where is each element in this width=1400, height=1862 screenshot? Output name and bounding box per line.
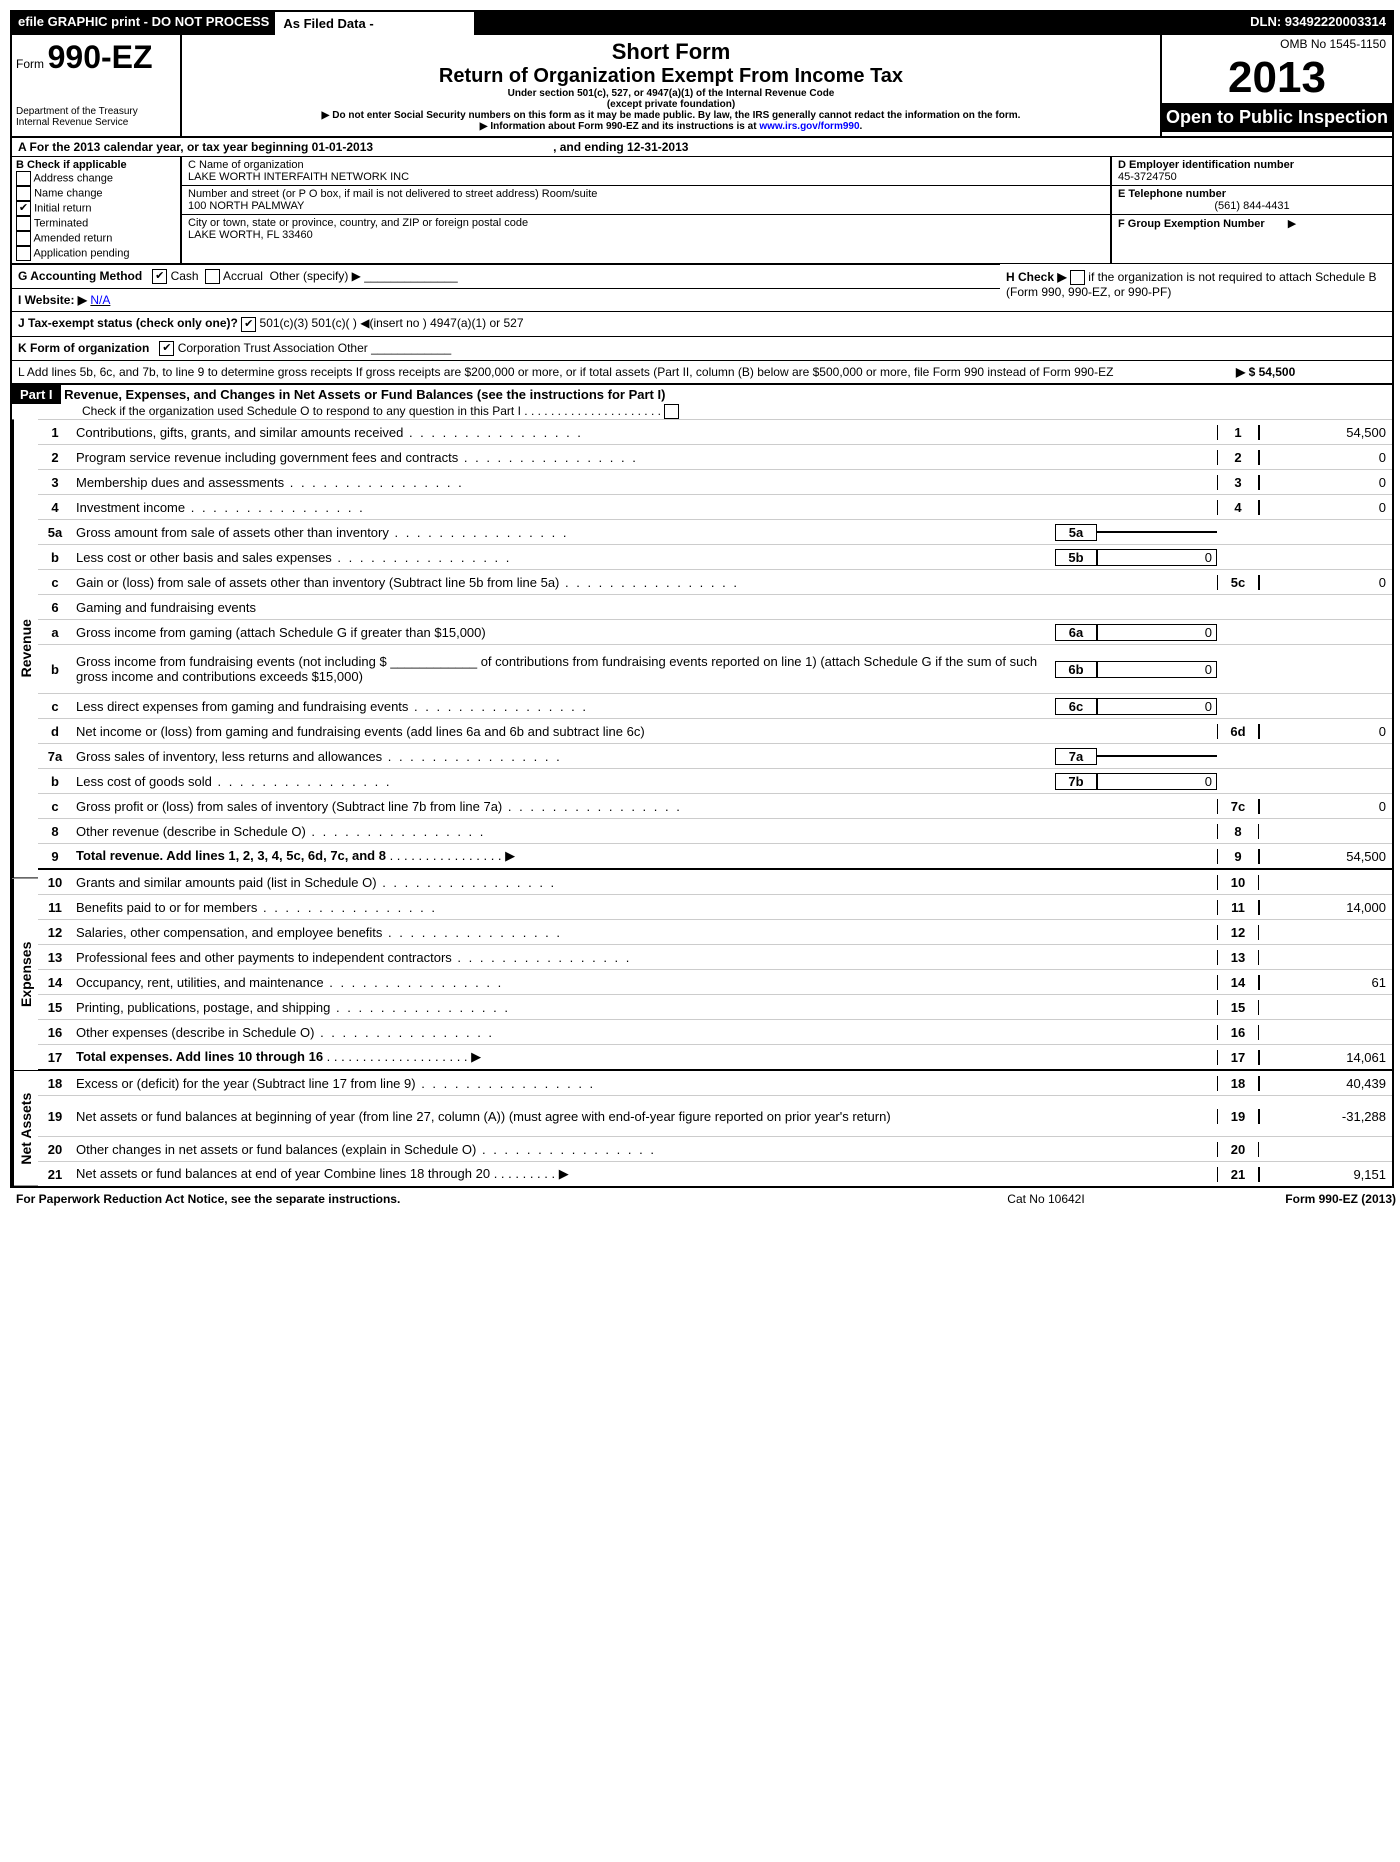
chk-amended[interactable] xyxy=(16,231,31,246)
amt-21: 9,151 xyxy=(1259,1167,1392,1182)
amt-14: 61 xyxy=(1259,975,1392,990)
form-number: 990-EZ xyxy=(48,39,153,75)
line-k: K Form of organization ✔ Corporation Tru… xyxy=(12,336,1392,360)
line-i: I Website: ▶ N/A xyxy=(12,288,1000,311)
c-city-label: City or town, state or province, country… xyxy=(188,217,1104,229)
amt-1: 54,500 xyxy=(1259,425,1392,440)
col-b: B Check if applicable Address change Nam… xyxy=(12,157,182,263)
d-ein-label: D Employer identification number xyxy=(1118,159,1386,171)
note2: Information about Form 990-EZ and its in… xyxy=(490,121,759,132)
footer-left: For Paperwork Reduction Act Notice, see … xyxy=(16,1192,896,1206)
chk-pending[interactable] xyxy=(16,246,31,261)
irs-label: Internal Revenue Service xyxy=(16,117,176,128)
website-link[interactable]: N/A xyxy=(90,293,110,307)
chk-corp[interactable]: ✔ xyxy=(159,341,174,356)
org-name: LAKE WORTH INTERFAITH NETWORK INC xyxy=(188,171,1104,183)
c-street-label: Number and street (or P O box, if mail i… xyxy=(188,188,1104,200)
open-public: Open to Public Inspection xyxy=(1162,103,1392,132)
note1: Do not enter Social Security numbers on … xyxy=(332,110,1020,121)
b-header: B Check if applicable xyxy=(16,159,176,171)
line-g: G Accounting Method ✔ Cash Accrual Other… xyxy=(12,264,1000,288)
irs-link[interactable]: www.irs.gov/form990 xyxy=(759,121,859,132)
footer-right: Form 990-EZ (2013) xyxy=(1196,1192,1396,1206)
chk-schedule-o[interactable] xyxy=(664,404,679,419)
amt-18: 40,439 xyxy=(1259,1076,1392,1091)
chk-accrual[interactable] xyxy=(205,269,220,284)
footer-center: Cat No 10642I xyxy=(896,1192,1196,1206)
chk-initial[interactable]: ✔ xyxy=(16,201,31,216)
form-990ez: efile GRAPHIC print - DO NOT PROCESS As … xyxy=(10,10,1394,1188)
line-j: J Tax-exempt status (check only one)? ✔ … xyxy=(12,311,1392,335)
tax-year: 2013 xyxy=(1162,53,1392,103)
amt-19: -31,288 xyxy=(1259,1109,1392,1124)
amt-5c: 0 xyxy=(1259,575,1392,590)
line-a-start: A For the 2013 calendar year, or tax yea… xyxy=(18,140,373,154)
chk-h[interactable] xyxy=(1070,270,1085,285)
chk-name[interactable] xyxy=(16,186,31,201)
chk-cash[interactable]: ✔ xyxy=(152,269,167,284)
amt-9: 54,500 xyxy=(1259,849,1392,864)
f-group-label: F Group Exemption Number xyxy=(1118,218,1265,230)
chk-terminated[interactable] xyxy=(16,216,31,231)
group-arrow: ▶ xyxy=(1288,218,1296,230)
line-a-end: , and ending 12-31-2013 xyxy=(553,140,688,154)
amt-6d: 0 xyxy=(1259,724,1392,739)
phone-value: (561) 844-4431 xyxy=(1118,200,1386,212)
col-c: C Name of organization LAKE WORTH INTERF… xyxy=(182,157,1112,263)
form-word: Form xyxy=(16,57,44,71)
side-revenue: Revenue xyxy=(12,419,38,878)
footer: For Paperwork Reduction Act Notice, see … xyxy=(10,1188,1400,1210)
amt-11: 14,000 xyxy=(1259,900,1392,915)
section-bcd: B Check if applicable Address change Nam… xyxy=(12,157,1392,264)
amt-2: 0 xyxy=(1259,450,1392,465)
efile-label: efile GRAPHIC print - DO NOT PROCESS xyxy=(12,12,275,35)
subtitle2: (except private foundation) xyxy=(192,99,1150,110)
amt-17: 14,061 xyxy=(1259,1050,1392,1065)
header: Form 990-EZ Department of the Treasury I… xyxy=(12,35,1392,138)
amt-7c: 0 xyxy=(1259,799,1392,814)
dln-label: DLN: 93492220003314 xyxy=(1244,12,1392,35)
org-city: LAKE WORTH, FL 33460 xyxy=(188,229,1104,241)
subtitle1: Under section 501(c), 527, or 4947(a)(1)… xyxy=(192,88,1150,99)
ein-value: 45-3724750 xyxy=(1118,171,1386,183)
side-expenses: Expenses xyxy=(12,879,38,1071)
amt-4: 0 xyxy=(1259,500,1392,515)
chk-501c3[interactable]: ✔ xyxy=(241,317,256,332)
c-name-label: C Name of organization xyxy=(188,159,1104,171)
line-h: H Check ▶ if the organization is not req… xyxy=(1000,264,1392,311)
dept-label: Department of the Treasury xyxy=(16,106,176,117)
org-street: 100 NORTH PALMWAY xyxy=(188,200,1104,212)
part-i-body: Revenue Expenses Net Assets 1Contributio… xyxy=(12,419,1392,1186)
e-phone-label: E Telephone number xyxy=(1118,188,1386,200)
omb-label: OMB No 1545-1150 xyxy=(1162,35,1392,53)
top-bar: efile GRAPHIC print - DO NOT PROCESS As … xyxy=(12,12,1392,35)
side-netassets: Net Assets xyxy=(12,1071,38,1187)
line-l: L Add lines 5b, 6c, and 7b, to line 9 to… xyxy=(12,360,1392,383)
return-title: Return of Organization Exempt From Incom… xyxy=(192,65,1150,88)
part-i-header: Part I Revenue, Expenses, and Changes in… xyxy=(12,383,1392,419)
chk-address[interactable] xyxy=(16,171,31,186)
amt-3: 0 xyxy=(1259,475,1392,490)
l-amount: ▶ $ 54,500 xyxy=(1236,365,1386,379)
col-d: D Employer identification number 45-3724… xyxy=(1112,157,1392,263)
as-filed-label: As Filed Data - xyxy=(275,12,381,35)
short-form-title: Short Form xyxy=(192,39,1150,65)
